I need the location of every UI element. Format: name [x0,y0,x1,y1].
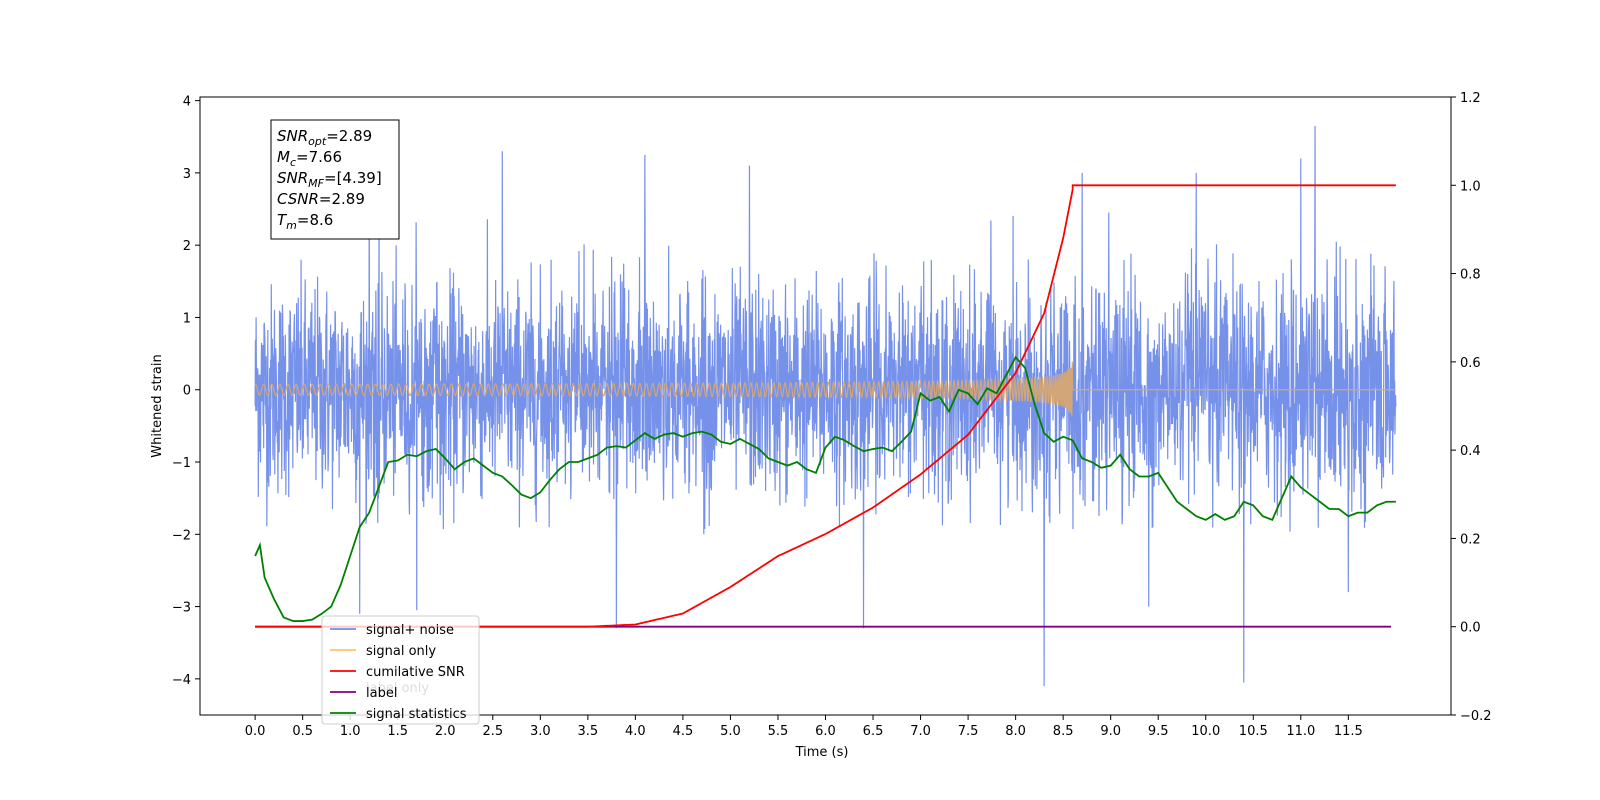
y2-tick-label: 1.0 [1460,179,1481,194]
x-tick-label: 10.0 [1191,724,1220,739]
x-tick-label: 9.0 [1100,724,1121,739]
x-axis-title: Time (s) [795,745,849,760]
y-tick-label: 1 [183,311,191,326]
y2-tick-label: 1.2 [1460,91,1481,106]
x-axis-ticks: 0.0 0.5 1.0 1.5 2.0 2.5 3.0 3.5 4.0 4.5 5.0 5.5 6.0 6… [245,715,1363,739]
x-tick-label: 2.0 [435,724,456,739]
signal-only-line [254,361,1396,417]
annotation-line: SNRopt=2.89 [277,127,372,148]
y2-tick-label: 0.2 [1460,532,1481,547]
annotation-line: Mc=7.66 [277,148,342,169]
y2-tick-label: −0.2 [1460,709,1492,724]
legend-label: signal statistics [366,707,467,722]
y-axis-title: Whitened strain [150,354,165,457]
legend-label: cumilative SNR [366,665,465,680]
annotation-line: CSNR=2.89 [277,190,365,208]
y2-tick-label: 0.0 [1460,621,1481,636]
legend-label: signal only [366,644,436,659]
x-tick-label: 4.0 [625,724,646,739]
y2-tick-label: 0.8 [1460,268,1481,283]
x-tick-label: 3.5 [578,724,599,739]
signal-statistics-series [254,355,1396,622]
x-tick-label: 7.0 [910,724,931,739]
y-tick-label: 0 [183,384,191,399]
x-tick-label: 11.0 [1286,724,1315,739]
x-tick-label: 8.0 [1005,724,1026,739]
annotation-line: Tm=8.6 [277,211,333,232]
x-tick-label: 0.5 [292,724,313,739]
signal-noise-line [254,125,1397,687]
legend-hidden-text: label only [366,681,429,696]
legend: label only signal+ noise signal only cumila… [321,615,480,725]
x-tick-label: 3.0 [530,724,551,739]
y2-axis-ticks: −0.2 0.0 0.2 0.4 0.6 0.8 1.0 1.2 [1451,91,1492,724]
annotation-line: SNRMF=[4.39] [277,169,382,190]
x-tick-label: 7.5 [958,724,979,739]
y-tick-label: −1 [172,456,191,471]
x-tick-label: 1.5 [387,724,408,739]
x-tick-label: 4.5 [673,724,694,739]
x-tick-label: 6.5 [863,724,884,739]
y-axis-ticks: −4 −3 −2 −1 0 1 2 3 4 [172,95,200,688]
x-tick-label: 5.5 [768,724,789,739]
x-tick-label: 9.5 [1148,724,1169,739]
y-tick-label: −3 [172,601,191,616]
y-tick-label: −2 [172,528,191,543]
y-tick-label: 3 [183,167,191,182]
x-tick-label: 1.0 [340,724,361,739]
y2-tick-label: 0.4 [1460,444,1481,459]
x-tick-label: 0.0 [245,724,266,739]
signal-noise-series [254,125,1397,687]
x-tick-label: 10.5 [1239,724,1268,739]
signal-only-series [254,361,1396,417]
x-tick-label: 2.5 [482,724,503,739]
y2-tick-label: 0.6 [1460,356,1481,371]
y-tick-label: 2 [183,239,191,254]
x-tick-label: 6.0 [815,724,836,739]
signal-statistics-line [254,355,1396,622]
y-tick-label: 4 [183,95,191,110]
legend-frame [321,615,480,725]
y-tick-label: −4 [172,673,191,688]
x-tick-label: 8.5 [1053,724,1074,739]
legend-label: signal+ noise [366,623,454,638]
legend-label: label [366,686,397,701]
x-tick-label: 5.0 [720,724,741,739]
x-tick-label: 11.5 [1334,724,1363,739]
annotation-frame [270,119,400,240]
